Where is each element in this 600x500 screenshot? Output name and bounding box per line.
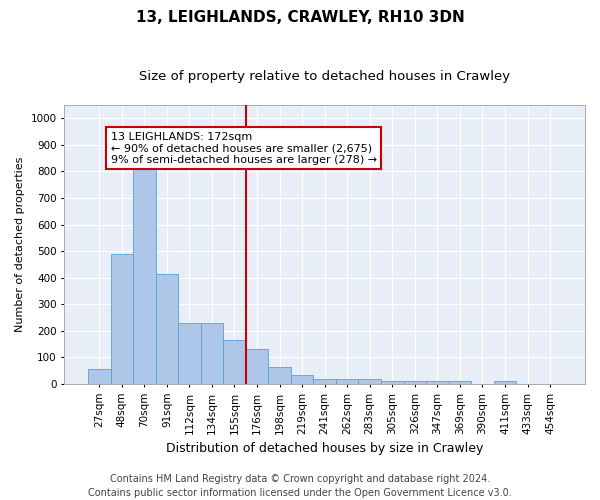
Text: Contains HM Land Registry data © Crown copyright and database right 2024.
Contai: Contains HM Land Registry data © Crown c… (88, 474, 512, 498)
Bar (426, 381, 449, 384)
Text: 13 LEIGHLANDS: 172sqm
← 90% of detached houses are smaller (2,675)
9% of semi-de: 13 LEIGHLANDS: 172sqm ← 90% of detached … (110, 132, 377, 165)
Bar (110, 254, 133, 384)
Bar (381, 381, 404, 384)
Bar (133, 166, 155, 384)
Bar (88, 370, 110, 384)
Bar (178, 323, 200, 384)
Bar (358, 378, 381, 384)
Bar (155, 274, 178, 384)
Bar (449, 381, 471, 384)
Y-axis label: Number of detached properties: Number of detached properties (15, 157, 25, 332)
Bar (268, 366, 291, 384)
Bar (404, 381, 426, 384)
Bar (223, 340, 246, 384)
Bar (494, 381, 516, 384)
Bar (291, 374, 313, 384)
Text: 13, LEIGHLANDS, CRAWLEY, RH10 3DN: 13, LEIGHLANDS, CRAWLEY, RH10 3DN (136, 10, 464, 25)
Bar (313, 378, 336, 384)
Title: Size of property relative to detached houses in Crawley: Size of property relative to detached ho… (139, 70, 510, 83)
Bar (246, 350, 268, 384)
X-axis label: Distribution of detached houses by size in Crawley: Distribution of detached houses by size … (166, 442, 484, 455)
Bar (200, 323, 223, 384)
Bar (336, 378, 358, 384)
